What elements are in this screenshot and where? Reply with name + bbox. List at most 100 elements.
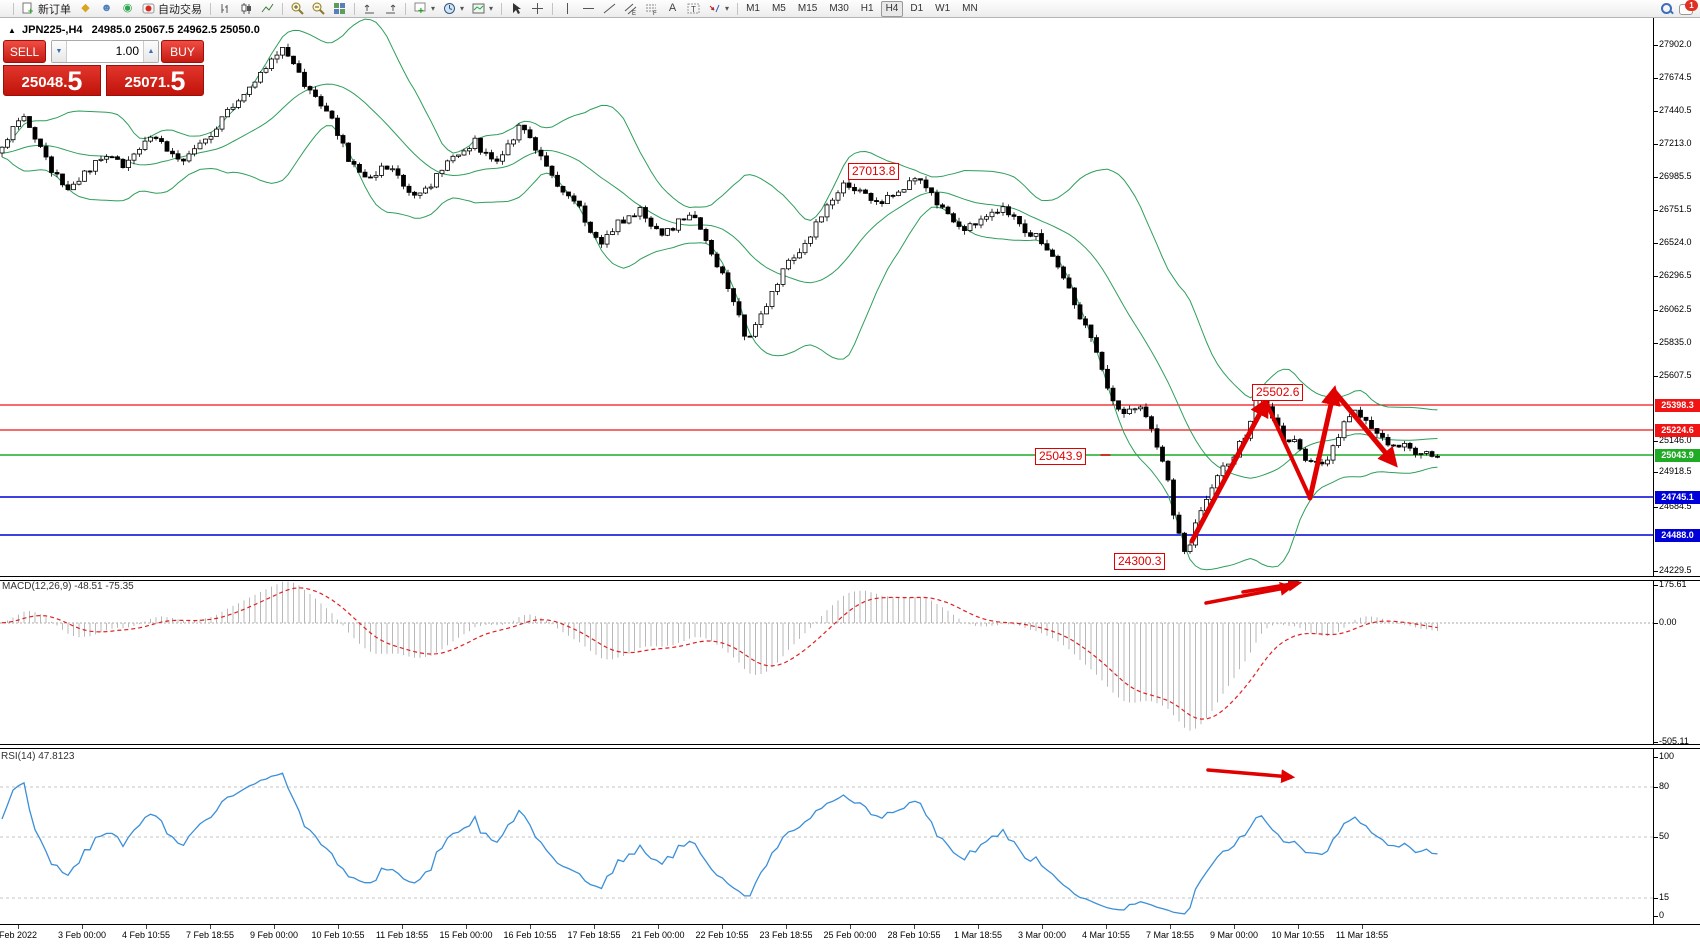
price-tick-label: 25607.5 bbox=[1659, 370, 1692, 380]
time-tick-mark bbox=[18, 925, 19, 929]
text-button[interactable]: A bbox=[663, 1, 682, 16]
price-tick-label: 24684.5 bbox=[1659, 501, 1692, 511]
rsi-value: 47.8123 bbox=[38, 751, 75, 762]
channel-button[interactable]: E bbox=[621, 1, 640, 16]
time-tick-mark bbox=[594, 925, 595, 929]
timeframe-h4[interactable]: H4 bbox=[880, 0, 904, 17]
zoom-out-button[interactable] bbox=[309, 1, 328, 16]
autotrade-button[interactable]: 自动交易 bbox=[139, 1, 205, 16]
price-annotation[interactable]: 27013.8 bbox=[848, 163, 900, 180]
price-tick-label: 25146.0 bbox=[1659, 435, 1692, 445]
time-tick-mark bbox=[1234, 925, 1235, 929]
line-chart-icon bbox=[261, 2, 274, 15]
time-axis[interactable]: Feb 2022 3 Feb 00:00 4 Feb 10:55 7 Feb 18:5… bbox=[0, 925, 1700, 945]
horizontal-line-icon bbox=[582, 2, 595, 15]
svg-text:T: T bbox=[691, 5, 696, 14]
bar-chart-button[interactable] bbox=[216, 1, 235, 16]
horizontal-line-button[interactable] bbox=[579, 1, 598, 16]
price-tick-label: 26296.5 bbox=[1659, 270, 1692, 280]
notification-badge: 1 bbox=[1685, 0, 1698, 11]
time-label: 21 Feb 00:00 bbox=[631, 930, 685, 940]
new-order-icon: + bbox=[22, 2, 35, 15]
text-label-button[interactable]: T bbox=[684, 1, 703, 16]
timeframe-m1[interactable]: M1 bbox=[746, 2, 760, 14]
price-tick-label: 175.61 bbox=[1659, 579, 1687, 589]
price-tick-mark bbox=[1654, 837, 1658, 838]
time-tick-mark bbox=[1362, 925, 1363, 929]
add-indicator-button[interactable]: + ▾ bbox=[411, 1, 438, 16]
price-annotation[interactable]: 24300.3 bbox=[1114, 553, 1166, 570]
main-macd-separator[interactable] bbox=[0, 576, 1700, 581]
fibonacci-button[interactable]: F bbox=[642, 1, 661, 16]
time-label: 7 Mar 18:55 bbox=[1145, 930, 1195, 940]
toolbox-button[interactable]: ◆ bbox=[76, 1, 95, 16]
trendline-button[interactable] bbox=[600, 1, 619, 16]
time-tick-mark bbox=[914, 925, 915, 929]
price-annotation[interactable]: 25043.9 bbox=[1035, 448, 1087, 465]
one-click-trade-panel: SELL ▼ 1.00 ▲ BUY 25048. 5 25071. 5 bbox=[3, 40, 204, 96]
timeframe-h1[interactable]: H1 bbox=[860, 2, 874, 14]
price-annotation[interactable]: 25502.6 bbox=[1252, 384, 1304, 401]
collapse-triangle-icon[interactable]: ▲ bbox=[8, 26, 16, 35]
tile-windows-button[interactable] bbox=[330, 1, 349, 16]
time-label: 15 Feb 00:00 bbox=[439, 930, 493, 940]
time-tick-mark bbox=[82, 925, 83, 929]
time-tick-mark bbox=[850, 925, 851, 929]
time-label: 7 Feb 18:55 bbox=[185, 930, 235, 940]
time-tick-mark bbox=[978, 925, 979, 929]
time-tick-mark bbox=[402, 925, 403, 929]
timeframe-m15[interactable]: M15 bbox=[797, 2, 818, 14]
profile-icon: ☻ bbox=[100, 2, 113, 14]
timeframe-w1[interactable]: W1 bbox=[935, 2, 951, 14]
signal-button[interactable]: ◉ bbox=[118, 1, 137, 16]
cursor-button[interactable] bbox=[507, 1, 526, 16]
crosshair-button[interactable] bbox=[528, 1, 547, 16]
rsi-bottom-border bbox=[0, 924, 1700, 925]
time-tick-mark bbox=[658, 925, 659, 929]
volume-increase-button[interactable]: ▲ bbox=[143, 41, 158, 62]
period-button[interactable]: ▾ bbox=[440, 1, 467, 16]
tile-windows-icon bbox=[333, 2, 346, 15]
buy-button[interactable]: BUY bbox=[161, 40, 204, 63]
search-icon[interactable] bbox=[1661, 2, 1674, 15]
timeframe-mn[interactable]: MN bbox=[962, 2, 978, 14]
volume-decrease-button[interactable]: ▼ bbox=[52, 41, 67, 62]
signal-icon: ◉ bbox=[122, 2, 133, 14]
macd-signal-value: -75.35 bbox=[105, 581, 134, 592]
price-tick-mark bbox=[1654, 787, 1658, 788]
autotrade-icon bbox=[142, 2, 155, 15]
price-tick-mark bbox=[1654, 144, 1658, 145]
volume-value[interactable]: 1.00 bbox=[115, 44, 139, 58]
auto-arrange-button[interactable] bbox=[360, 1, 379, 16]
shapes-icon bbox=[708, 2, 721, 15]
chart-shift-button[interactable] bbox=[381, 1, 400, 16]
sell-price-display[interactable]: 25048. 5 bbox=[3, 65, 101, 96]
vertical-line-button[interactable] bbox=[558, 1, 577, 16]
sell-button[interactable]: SELL bbox=[3, 40, 46, 63]
time-tick-mark bbox=[1298, 925, 1299, 929]
buy-price-display[interactable]: 25071. 5 bbox=[106, 65, 204, 96]
time-tick-mark bbox=[786, 925, 787, 929]
timeframe-m30[interactable]: M30 bbox=[829, 2, 849, 14]
shapes-button[interactable]: ▾ bbox=[705, 1, 732, 16]
price-axis[interactable]: 27902.0 27674.5 27440.5 27213.0 26985.5 26751… bbox=[1654, 17, 1700, 925]
chevron-down-icon: ▾ bbox=[431, 4, 436, 13]
trendline-icon bbox=[603, 2, 616, 15]
chart-canvas[interactable] bbox=[0, 17, 1700, 950]
timeframe-d1[interactable]: D1 bbox=[910, 2, 924, 14]
profile-button[interactable]: ☻ bbox=[97, 1, 116, 16]
candlestick-button[interactable] bbox=[237, 1, 256, 16]
toolbar-separator bbox=[354, 2, 355, 15]
line-chart-button[interactable] bbox=[258, 1, 277, 16]
template-button[interactable]: ▾ bbox=[469, 1, 496, 16]
price-tick-mark bbox=[1654, 177, 1658, 178]
new-order-button[interactable]: + 新订单 bbox=[19, 1, 74, 16]
macd-rsi-separator[interactable] bbox=[0, 744, 1700, 749]
zoom-in-button[interactable] bbox=[288, 1, 307, 16]
chat-icon[interactable]: 1 bbox=[1679, 0, 1698, 15]
timeframe-m5[interactable]: M5 bbox=[771, 2, 786, 14]
zoom-out-icon bbox=[312, 2, 325, 15]
hline-price-badge: 24745.1 bbox=[1655, 491, 1700, 504]
price-tick-label: 25835.0 bbox=[1659, 337, 1692, 347]
toolbox-icon: ◆ bbox=[81, 2, 90, 14]
